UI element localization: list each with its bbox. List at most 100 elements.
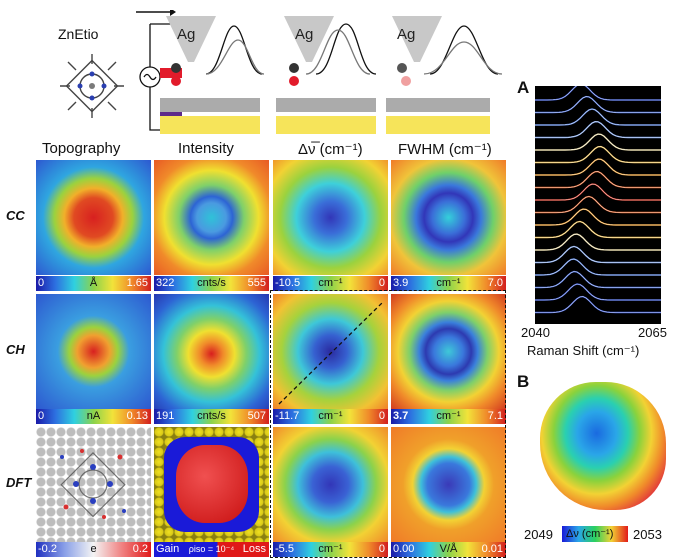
spectrum-fit [535, 233, 661, 251]
surface-scale-bar [562, 526, 628, 542]
spectrum-fit [535, 221, 661, 238]
map-cc-intensity [154, 160, 269, 275]
map-cc-shift [273, 160, 388, 275]
spectrum-fit [535, 121, 661, 138]
spectrum-fit [535, 283, 661, 301]
column-header-shift: Δν̅ (cm⁻¹) [298, 141, 363, 158]
colorbar-min: Gain [156, 543, 180, 555]
panel-b-label: B [517, 372, 530, 391]
colorbar-min: 191 [156, 410, 175, 422]
colorbar-unit: ρiso = 10⁻⁴ [188, 544, 235, 554]
column-header-topography: Topography [42, 140, 121, 157]
colorbar-unit: cm⁻¹ [436, 277, 461, 289]
spectrum-fit [535, 86, 661, 101]
colorbar-unit: nA [86, 410, 101, 422]
spectrum-fit [535, 271, 661, 288]
map-ch-topography [36, 294, 151, 409]
colorbar-min: -0.2 [38, 543, 57, 555]
tip-schematic-2 [276, 16, 377, 134]
colorbar-dft-shift: -5.5 cm⁻¹ 0 [273, 542, 388, 557]
colorbar-max: 0.01 [481, 543, 503, 555]
colorbar-max: 0.13 [126, 410, 148, 422]
spectrum-fit [535, 108, 661, 126]
colorbar-max: 7.1 [487, 410, 503, 422]
map-ch-shift [273, 294, 388, 409]
spectrum-fit [535, 296, 661, 313]
column-header-intensity: Intensity [178, 140, 234, 157]
spectrum-fit [535, 96, 661, 113]
colorbar-unit: cm⁻¹ [318, 543, 343, 555]
colorbar-cc-intensity: 322 cnts/s 555 [154, 276, 269, 291]
colorbar-max: 0 [378, 543, 385, 555]
row-label-ch: CH [6, 342, 25, 357]
molecule-label: ZnEtio [58, 26, 99, 42]
colorbar-max: 507 [247, 410, 266, 422]
surface-scale-max: 2053 [633, 527, 662, 542]
colorbar-min: 3.9 [393, 277, 409, 289]
colorbar-dft-density: Gain ρiso = 10⁻⁴ Loss [154, 542, 269, 557]
spectrum-fit [535, 258, 661, 276]
colorbar-cc-topography: 0 Å 1.65 [36, 276, 151, 291]
map-cc-topography [36, 160, 151, 275]
colorbar-ch-topography: 0 nA 0.13 [36, 409, 151, 424]
tip-label-3: Ag [397, 26, 416, 43]
spectra-waterfall [535, 86, 661, 324]
spectrum-fit [535, 196, 661, 213]
row-label-cc: CC [6, 208, 25, 223]
colorbar-unit: e [90, 543, 97, 555]
map-dft-density [154, 427, 269, 542]
map-ch-fwhm [391, 294, 506, 409]
tip-schematic-3 [386, 16, 502, 134]
colorbar-dft-field: 0.00 V/Å 0.01 [391, 542, 506, 557]
colorbar-unit: cm⁻¹ [318, 410, 343, 422]
map-ch-intensity [154, 294, 269, 409]
spectrum-fit [535, 171, 661, 188]
colorbar-min: 0 [38, 410, 45, 422]
tip-schematic-1 [160, 16, 265, 134]
colorbar-min: -5.5 [275, 543, 294, 555]
map-dft-charge [36, 427, 151, 542]
map-dft-field [391, 427, 506, 542]
column-header-fwhm: FWHM (cm⁻¹) [398, 141, 492, 158]
tick-2040: 2040 [521, 325, 550, 340]
colorbar-max: Loss [242, 543, 266, 555]
spectrum-fit [535, 183, 661, 201]
colorbar-unit: cnts/s [197, 410, 226, 422]
dashed-frame [270, 290, 506, 558]
colorbar-max: 0 [378, 277, 385, 289]
spectrum-fit [535, 246, 661, 263]
tip-label-2: Ag [295, 26, 314, 43]
spectrum-fit [535, 158, 661, 176]
surface-scale-unit: Δν (cm⁻¹) [566, 528, 614, 540]
colorbar-cc-shift: -10.5 cm⁻¹ 0 [273, 276, 388, 291]
colorbar-ch-shift: -11.7 cm⁻¹ 0 [273, 409, 388, 424]
colorbar-max: 555 [247, 277, 266, 289]
colorbar-unit: Å [89, 277, 98, 289]
map-dft-shift [273, 427, 388, 542]
map-cc-fwhm [391, 160, 506, 275]
surface-plot-3d [540, 382, 666, 510]
diagonal-line-cut [278, 301, 384, 405]
colorbar-min: 322 [156, 277, 175, 289]
colorbar-unit: cm⁻¹ [318, 277, 343, 289]
colorbar-unit: cm⁻¹ [436, 410, 461, 422]
colorbar-min: 0 [38, 277, 45, 289]
colorbar-max: 1.65 [126, 277, 148, 289]
colorbar-max: 0 [378, 410, 385, 422]
colorbar-unit: V/Å [439, 543, 458, 555]
panel-a-label: A [517, 78, 530, 97]
colorbar-min: 0.00 [393, 543, 415, 555]
colorbar-cc-fwhm: 3.9 cm⁻¹ 7.0 [391, 276, 506, 291]
spectrum-fit [535, 133, 661, 151]
colorbar-unit: cnts/s [197, 277, 226, 289]
colorbar-ch-fwhm: 3.7 cm⁻¹ 7.1 [391, 409, 506, 424]
tip-label-1: Ag [177, 26, 196, 43]
surface-scale-min: 2049 [524, 527, 553, 542]
colorbar-min: 3.7 [393, 410, 409, 422]
tick-2065: 2065 [638, 325, 667, 340]
colorbar-max: 0.2 [132, 543, 148, 555]
spectrum-fit [535, 146, 661, 163]
molecule-structure [60, 54, 124, 118]
colorbar-max: 7.0 [487, 277, 503, 289]
spectrum-fit [535, 208, 661, 226]
